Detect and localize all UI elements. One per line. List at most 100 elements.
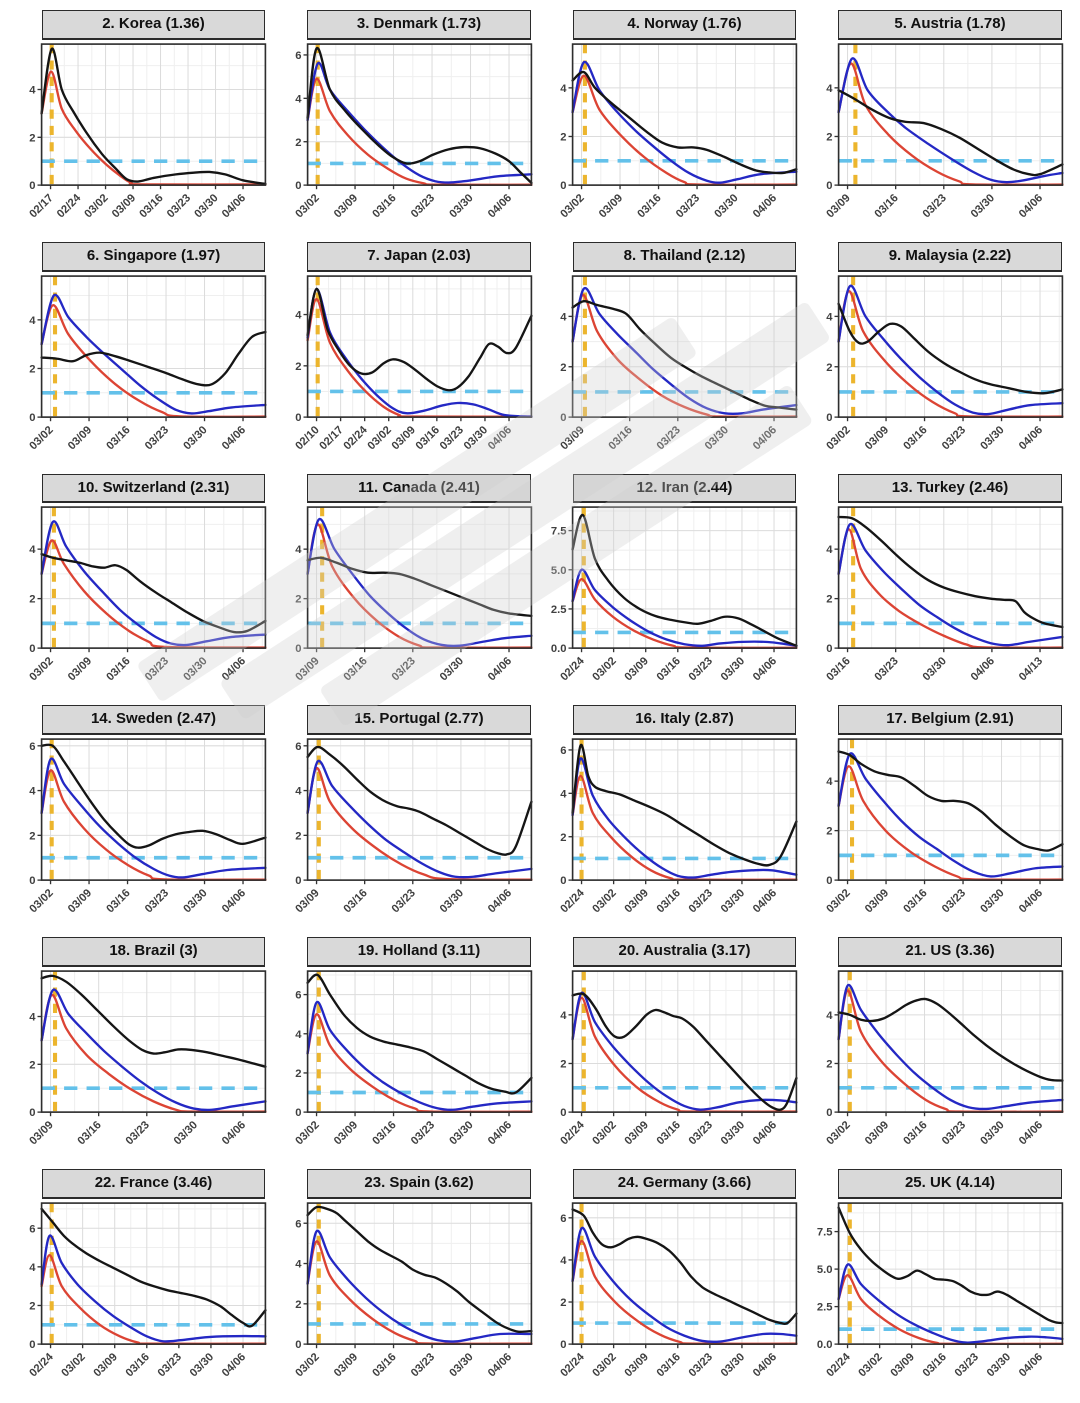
panel-title: 8. Thailand (2.12): [572, 241, 797, 272]
x-tick-label: 03/16: [104, 887, 132, 915]
x-tick-label: 03/23: [389, 887, 417, 915]
series-black: [40, 47, 267, 185]
y-tick-label: 5.0: [816, 1264, 832, 1276]
x-tick-label: 04/06: [1016, 1351, 1044, 1379]
panel-chart: 0 2 4 6 02/24 03/02 03/09 03/16 03/23 03/30 04/06: [27, 1202, 267, 1379]
panel-title: 18. Brazil (3): [41, 937, 266, 968]
x-tick-label: 04/06: [220, 424, 248, 452]
x-tick-label: 04/06: [1016, 424, 1044, 452]
panel-title: 3. Denmark (1.73): [307, 10, 531, 40]
series-blue: [836, 1263, 1064, 1344]
panel-title: 4. Norway (1.76): [572, 10, 797, 40]
y-tick-label: 4: [560, 789, 567, 801]
series-black: [40, 974, 267, 1068]
x-tick-label: 03/09: [110, 192, 138, 220]
series-blue: [305, 1001, 533, 1112]
series-blue: [571, 60, 798, 184]
y-tick-label: 2: [560, 361, 566, 373]
series-blue: [571, 568, 798, 648]
x-tick-label: 03/16: [370, 1351, 398, 1379]
x-tick-label: 04/06: [485, 192, 513, 220]
x-tick-label: 03/09: [862, 424, 890, 452]
x-tick-label: 03/02: [82, 192, 110, 220]
x-tick-label: 04/06: [968, 655, 996, 683]
x-tick-label: 03/09: [623, 655, 651, 683]
x-tick-label: 04/06: [1016, 192, 1044, 220]
series-black: [571, 299, 798, 411]
x-tick-label: 03/02: [293, 1119, 321, 1147]
x-tick-label: 02/24: [558, 1350, 587, 1379]
y-tick-label: 4: [29, 84, 36, 96]
x-tick-label: 03/23: [408, 1119, 436, 1147]
x-tick-label: 03/23: [687, 655, 715, 683]
y-tick-label: 0: [560, 1339, 566, 1351]
series-black: [305, 287, 533, 392]
y-tick-label: 0: [560, 412, 566, 424]
x-tick-label: 03/16: [655, 655, 683, 683]
x-tick-label: 04/06: [485, 887, 513, 915]
panel: 15. Portugal (2.77) 0 2 4 6 03/09 03/16 03/23 03…: [280, 705, 536, 925]
series-black: [571, 1208, 798, 1325]
x-tick-label: 03/16: [413, 424, 441, 452]
series-red: [836, 528, 1064, 650]
series-black: [40, 1207, 267, 1328]
x-tick-label: 04/06: [1016, 1119, 1044, 1147]
series-black: [40, 743, 267, 850]
x-tick-label: 04/06: [220, 1351, 248, 1379]
y-tick-label: 4: [826, 1010, 833, 1022]
x-tick-label: 03/09: [66, 655, 94, 683]
x-tick-label: 03/16: [124, 1351, 152, 1379]
x-tick-label: 03/30: [719, 1119, 747, 1147]
x-tick-label: 03/16: [137, 192, 165, 220]
y-tick-label: 7.5: [551, 526, 567, 538]
series-black: [305, 556, 533, 618]
y-tick-label: 4: [560, 83, 567, 95]
x-tick-label: 03/30: [437, 655, 465, 683]
y-tick-label: 2: [560, 1059, 566, 1071]
x-tick-label: 03/30: [447, 1119, 475, 1147]
x-tick-label: 04/06: [485, 424, 513, 452]
panel-title: 15. Portugal (2.77): [307, 705, 531, 736]
x-tick-label: 03/09: [389, 424, 417, 452]
y-tick-label: 6: [295, 1218, 301, 1230]
panel-chart: 0 2 4 6 02/24 03/02 03/09 03/16 03/23 03/30 04/06: [558, 1202, 798, 1379]
x-tick-label: 03/09: [293, 887, 321, 915]
x-tick-label: 03/02: [824, 887, 852, 915]
x-tick-label: 04/06: [485, 1119, 513, 1147]
x-tick-label: 03/23: [143, 655, 171, 683]
series-blue: [305, 1229, 533, 1343]
y-tick-label: 2.5: [816, 1302, 832, 1314]
y-tick-label: 2: [295, 360, 301, 372]
panel-chart: 0 2 4 02/1002/1702/2403/0203/0903/1603/2303…: [293, 274, 533, 452]
x-tick-label: 03/09: [66, 887, 94, 915]
panel-chart: 0 2 4 03/16 03/23 03/30 04/06 04/13: [824, 506, 1064, 684]
panel-chart: 0 2 4 02/17 02/24 03/02 03/09 03/16 03/23 03/30 04…: [27, 43, 267, 220]
panel-title: 11. Canada (2.41): [307, 473, 531, 504]
y-tick-label: 2.5: [551, 604, 567, 616]
series-blue: [571, 757, 798, 879]
x-tick-label: 03/23: [143, 887, 171, 915]
panel-chart: 0 2 4 03/02 03/09 03/16 03/23 03/30 04/06: [558, 43, 798, 220]
y-tick-label: 4: [295, 309, 302, 321]
x-tick-label: 04/06: [751, 1351, 779, 1379]
x-tick-label: 03/02: [590, 887, 618, 915]
series-black: [836, 997, 1064, 1082]
x-tick-label: 03/23: [437, 424, 465, 452]
series-black: [836, 88, 1064, 177]
x-tick-label: 03/16: [901, 424, 929, 452]
series-blue: [40, 520, 267, 647]
series-black: [40, 330, 267, 387]
x-tick-label: 04/06: [751, 192, 779, 220]
panel: 6. Singapore (1.97) 0 2 4 03/02 03/09 03/16 03/…: [14, 241, 270, 462]
x-tick-label: 02/24: [558, 1119, 587, 1148]
panel-title: 25. UK (4.14): [838, 1169, 1062, 1199]
panel-title: 2. Korea (1.36): [41, 10, 266, 40]
y-tick-label: 0: [560, 875, 566, 887]
x-tick-label: 03/02: [365, 424, 393, 452]
panel-chart: 0 2 4 03/02 03/09 03/16 03/23 03/30 04/06: [824, 738, 1064, 916]
x-tick-label: 03/09: [623, 1351, 651, 1379]
series-blue: [40, 293, 267, 415]
x-tick-label: 03/09: [862, 1119, 890, 1147]
x-tick-label: 03/23: [939, 1119, 967, 1147]
y-tick-label: 4: [295, 786, 302, 798]
